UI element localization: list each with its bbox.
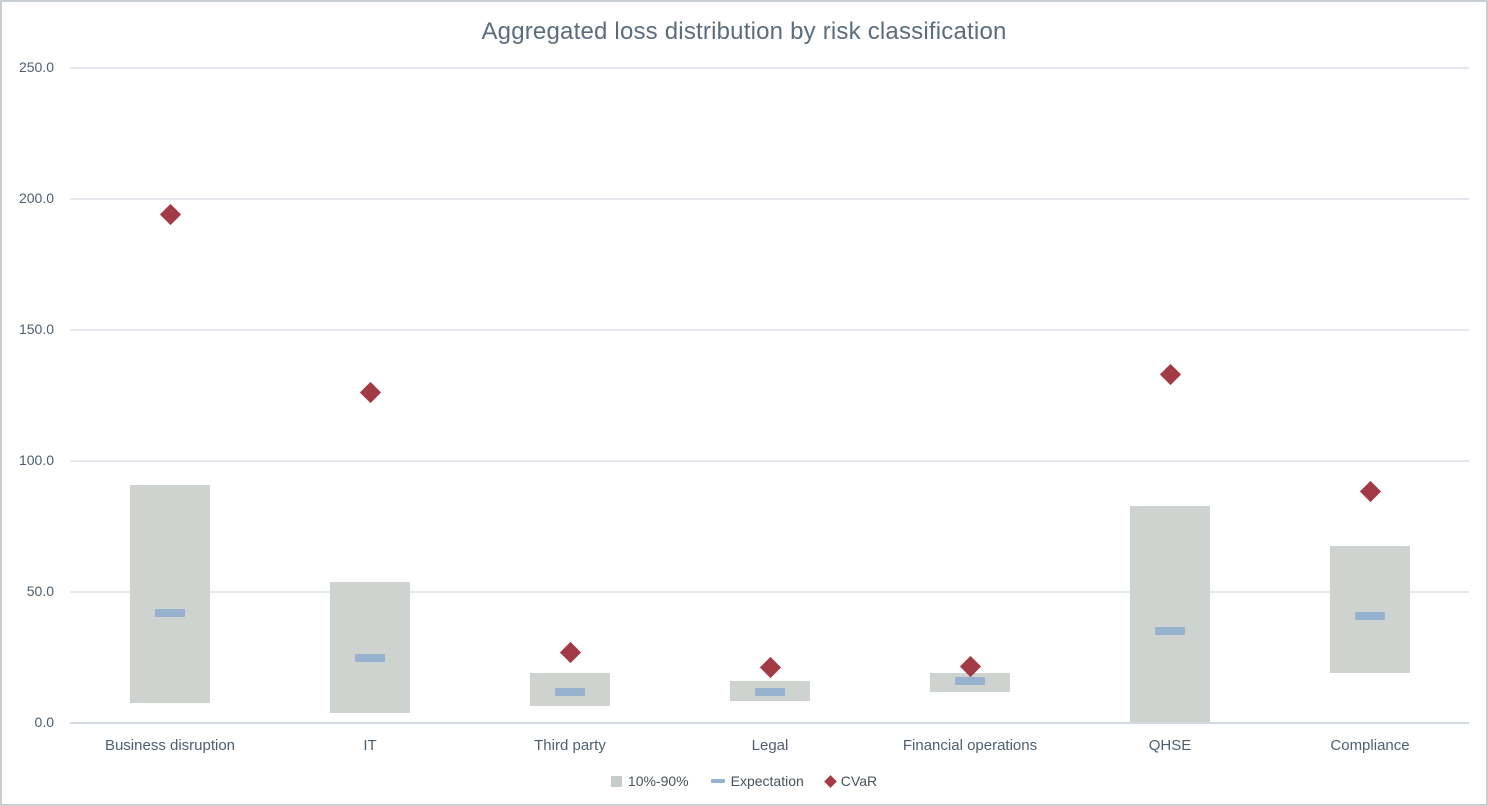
legend-item-cvar[interactable]: CVaR — [823, 773, 878, 789]
cvar-marker[interactable] — [759, 657, 781, 679]
y-axis-tick-label: 100.0 — [18, 452, 54, 468]
x-axis-category-label: Legal — [751, 737, 789, 754]
expectation-marker[interactable] — [755, 687, 785, 696]
legend-label-cvar: CVaR — [840, 773, 878, 789]
x-axis-category-label: IT — [363, 737, 377, 754]
y-axis-tick-label: 250.0 — [18, 59, 54, 75]
legend-label-10-90: 10%-90% — [627, 773, 689, 789]
legend-diamond-icon — [823, 774, 837, 788]
cvar-marker[interactable] — [159, 204, 181, 226]
x-axis-category-label: Financial operations — [902, 737, 1038, 754]
expectation-marker[interactable] — [355, 653, 385, 662]
cvar-marker[interactable] — [559, 641, 581, 663]
range-bar-10-90[interactable] — [330, 581, 410, 713]
x-axis-category-label: Third party — [534, 737, 606, 754]
expectation-marker[interactable] — [155, 608, 185, 617]
legend-bar-swatch-icon — [610, 775, 622, 787]
range-bar-10-90[interactable] — [1330, 546, 1410, 674]
cvar-marker[interactable] — [1159, 363, 1181, 386]
gridline — [70, 460, 1469, 462]
cvar-marker[interactable] — [359, 382, 381, 404]
x-axis-category-label: QHSE — [1148, 737, 1192, 754]
x-axis-category-label: Business disruption — [104, 737, 236, 754]
legend-dash-icon — [710, 779, 725, 783]
gridline — [70, 198, 1469, 200]
range-bar-10-90[interactable] — [1130, 505, 1210, 722]
expectation-marker[interactable] — [1155, 627, 1185, 636]
expectation-marker[interactable] — [555, 687, 585, 696]
y-axis-tick-label: 0.0 — [34, 714, 54, 730]
gridline — [70, 591, 1469, 593]
expectation-marker[interactable] — [1355, 611, 1385, 620]
legend-label-expectation: Expectation — [730, 773, 804, 789]
legend: 10%-90% Expectation CVaR — [2, 769, 1486, 793]
y-axis-tick-label: 200.0 — [18, 190, 54, 206]
range-bar-10-90[interactable] — [130, 484, 210, 704]
cvar-marker[interactable] — [1359, 480, 1381, 502]
legend-item-10-90[interactable]: 10%-90% — [610, 773, 689, 789]
chart-title: Aggregated loss distribution by risk cla… — [481, 18, 1007, 45]
gridline — [70, 67, 1469, 69]
y-axis-tick-label: 50.0 — [26, 583, 54, 599]
x-axis-line — [70, 722, 1469, 724]
legend-item-expectation[interactable]: Expectation — [710, 773, 804, 789]
y-axis-tick-label: 150.0 — [18, 321, 54, 337]
expectation-marker[interactable] — [955, 677, 985, 686]
gridline — [70, 329, 1469, 331]
x-axis-category-label: Compliance — [1330, 737, 1410, 754]
